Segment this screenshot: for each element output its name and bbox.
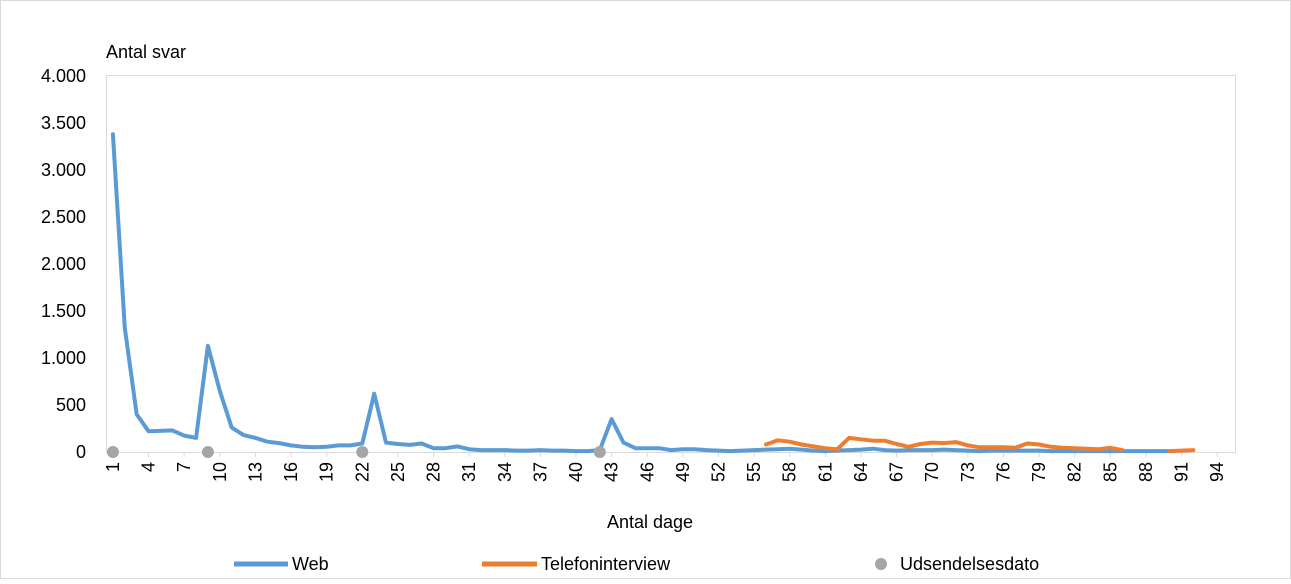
y-tick-label: 2.000 — [41, 254, 86, 274]
x-tick-label: 28 — [424, 462, 444, 482]
legend-web-label: Web — [292, 554, 329, 574]
y-tick-label: 500 — [56, 395, 86, 415]
legend-telefoninterview-label: Telefoninterview — [541, 554, 671, 574]
x-tick-label: 46 — [637, 462, 657, 482]
x-tick-label: 7 — [174, 462, 194, 472]
x-axis: 1 4 7 10 13 16 19 22 25 28 31 34 37 40 43 46 49 52 55 58 61 6… — [103, 452, 1235, 482]
legend-item-web[interactable]: Web — [234, 554, 329, 574]
x-tick-label: 43 — [602, 462, 622, 482]
x-tick-label: 91 — [1172, 462, 1192, 482]
legend-udsendelsesdato-marker — [875, 558, 887, 570]
x-tick-label: 52 — [708, 462, 728, 482]
x-tick-label: 85 — [1100, 462, 1120, 482]
x-tick-label: 76 — [993, 462, 1013, 482]
udsendelsesdato-point — [593, 446, 606, 458]
y-axis: 0 500 1.000 1.500 2.000 2.500 3.000 3.500 4.000 — [41, 66, 86, 462]
x-tick-label: 64 — [851, 462, 871, 482]
x-tick-label: 67 — [887, 462, 907, 482]
x-tick-label: 61 — [815, 462, 835, 482]
x-tick-label: 22 — [352, 462, 372, 482]
web-series-line — [110, 132, 1172, 454]
legend: Web Telefoninterview Udsendelsesdato — [234, 554, 1039, 574]
x-tick-label: 25 — [388, 462, 408, 482]
y-tick-label: 1.500 — [41, 301, 86, 321]
x-tick-label: 1 — [103, 462, 123, 472]
x-tick-label: 55 — [744, 462, 764, 482]
legend-item-udsendelsesdato[interactable]: Udsendelsesdato — [875, 554, 1039, 574]
x-tick-label: 49 — [673, 462, 693, 482]
y-tick-label: 4.000 — [41, 66, 86, 86]
x-tick-label: 37 — [530, 462, 550, 482]
udsendelsesdato-point — [201, 446, 214, 458]
udsendelsesdato-point — [356, 446, 369, 458]
y-tick-label: 3.000 — [41, 160, 86, 180]
series-layer — [106, 132, 1196, 458]
x-tick-label: 19 — [317, 462, 337, 482]
legend-udsendelsesdato-label: Udsendelsesdato — [900, 554, 1039, 574]
y-tick-label: 2.500 — [41, 207, 86, 227]
x-tick-label: 34 — [495, 462, 515, 482]
y-tick-label: 0 — [76, 442, 86, 462]
y-axis-title: Antal svar — [106, 42, 186, 62]
x-tick-label: 16 — [281, 462, 301, 482]
udsendelsesdato-point — [106, 446, 119, 458]
legend-item-telefoninterview[interactable]: Telefoninterview — [482, 554, 671, 574]
x-tick-label: 58 — [780, 462, 800, 482]
x-tick-label: 13 — [245, 462, 265, 482]
x-tick-label: 73 — [958, 462, 978, 482]
x-axis-title: Antal dage — [607, 512, 693, 532]
x-tick-label: 79 — [1029, 462, 1049, 482]
x-tick-label: 94 — [1207, 462, 1227, 482]
y-tick-label: 1.000 — [41, 348, 86, 368]
telefoninterview-series-line — [764, 435, 1125, 453]
x-tick-label: 82 — [1065, 462, 1085, 482]
x-tick-label: 4 — [139, 462, 159, 472]
x-tick-label: 10 — [210, 462, 230, 482]
x-tick-label: 40 — [566, 462, 586, 482]
x-tick-label: 31 — [459, 462, 479, 482]
y-tick-label: 3.500 — [41, 113, 86, 133]
x-tick-label: 70 — [922, 462, 942, 482]
x-tick-label: 88 — [1136, 462, 1156, 482]
telefoninterview-series-line — [1167, 448, 1196, 454]
